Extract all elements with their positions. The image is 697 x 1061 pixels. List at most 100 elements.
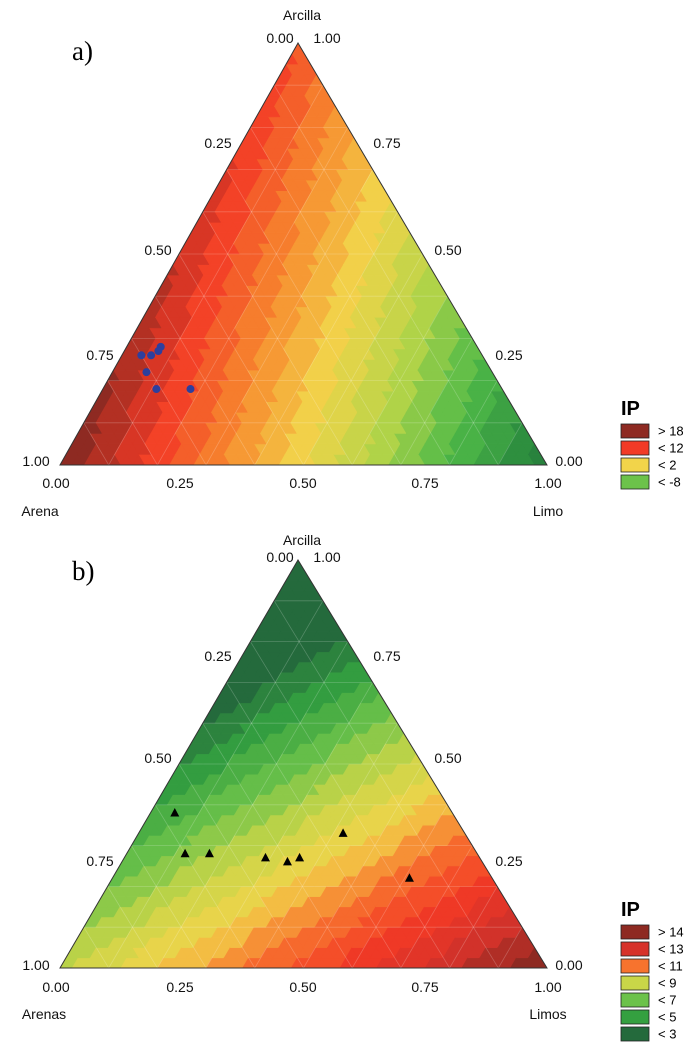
panel-b-bottom-tick: 0.00 — [42, 979, 69, 995]
panel-b-legend: IP > 14 < 13 < 11 < 9 < 7 < 5 < 3 — [620, 899, 684, 1042]
grid-line — [351, 296, 448, 465]
panel-b-legend-title: IP — [621, 899, 640, 921]
grid-line — [303, 763, 423, 968]
contour-cell — [291, 560, 305, 571]
panel-b-triangle-outline — [59, 559, 548, 969]
data-point — [170, 807, 180, 817]
legend-swatch — [620, 941, 650, 957]
grid-line — [202, 722, 353, 968]
panel-a-label: a) — [72, 36, 93, 66]
legend-label: < 9 — [658, 976, 676, 991]
legend-swatch — [620, 423, 650, 439]
data-point — [404, 873, 414, 882]
grid-line — [303, 253, 423, 465]
grid-line — [400, 845, 473, 968]
panel-a-right-tick: 0.00 — [555, 453, 582, 469]
panel-b-left-tick: 0.00 — [266, 549, 293, 565]
panel-a-right-axis-name: Limo — [533, 503, 564, 519]
grid-line — [108, 600, 324, 968]
grid-line — [273, 600, 499, 968]
grid-line — [108, 85, 324, 465]
panel-a-bottom-tick: 0.00 — [42, 475, 69, 491]
ternary-panel-b: b) Arcilla Arenas Limos 0.00 0.25 0.50 0… — [22, 532, 684, 1042]
grid-line — [449, 380, 498, 465]
data-point — [152, 385, 161, 394]
legend-label: < 7 — [658, 993, 676, 1008]
panel-a-triangle-outline — [59, 41, 548, 466]
legend-label: < -8 — [658, 475, 681, 490]
data-point — [180, 848, 190, 858]
data-point — [260, 852, 270, 862]
legend-swatch — [620, 975, 650, 991]
panel-a-bottom-tick: 0.25 — [166, 475, 193, 491]
panel-b-left-axis-name: Arenas — [22, 1006, 66, 1022]
grid-line — [131, 845, 207, 968]
legend-swatch — [620, 1009, 650, 1025]
grid-line — [83, 422, 110, 465]
legend-label: < 5 — [658, 1010, 676, 1025]
panel-b-bottom-tick: 1.00 — [534, 979, 561, 995]
panel-a-right-tick: 0.25 — [495, 347, 522, 363]
panel-a-bottom-tick: 1.00 — [534, 475, 561, 491]
grid-line — [178, 763, 304, 968]
data-point — [142, 368, 151, 377]
legend-swatch — [620, 474, 650, 490]
panel-b-label: b) — [72, 556, 95, 586]
panel-b-bottom-tick: 0.75 — [411, 979, 438, 995]
panel-a-left-tick: 0.75 — [86, 347, 113, 363]
legend-label: < 2 — [658, 458, 676, 473]
grid-line — [83, 926, 110, 968]
grid-line — [449, 886, 498, 968]
panel-b-right-tick: 0.25 — [495, 853, 522, 869]
legend-swatch — [620, 992, 650, 1008]
legend-label: > 14 — [658, 925, 684, 940]
grid-line — [202, 211, 353, 465]
panel-b-contour-fill — [60, 560, 547, 968]
data-point — [204, 848, 214, 858]
grid-line — [250, 127, 450, 465]
legend-label: < 12 — [658, 441, 684, 456]
panel-b-right-axis-name: Limos — [529, 1006, 566, 1022]
legend-label: < 11 — [658, 959, 683, 974]
grid-line — [400, 338, 473, 465]
legend-label: > 18 — [658, 424, 684, 439]
panel-a-left-tick: 0.50 — [144, 242, 171, 258]
panel-a-bottom-tick: 0.75 — [411, 475, 438, 491]
grid-line — [157, 127, 349, 465]
panel-a-left-tick: 1.00 — [22, 453, 49, 469]
panel-a-legend: IP > 18 < 12 < 2 < -8 — [620, 398, 684, 490]
panel-a-right-tick: 0.50 — [434, 242, 461, 258]
grid-line — [154, 804, 256, 968]
panel-a-points — [137, 342, 195, 394]
panel-b-bottom-tick: 0.25 — [166, 979, 193, 995]
panel-a-contour-fill — [60, 43, 547, 465]
grid-line — [226, 682, 402, 968]
panel-b-left-tick: 0.50 — [144, 750, 171, 766]
data-point — [338, 828, 348, 837]
panel-b-right-tick: 0.00 — [555, 957, 582, 973]
ternary-panel-a: a) Arcilla Arena Limo 0.00 0.25 0.50 0.7… — [21, 7, 683, 519]
panel-a-right-tick: 0.75 — [373, 135, 400, 151]
data-point — [137, 351, 146, 360]
legend-swatch — [620, 440, 650, 456]
grid-line — [497, 926, 523, 968]
grid-line — [107, 380, 158, 465]
panel-b-top-axis-name: Arcilla — [283, 532, 321, 548]
grid-line — [250, 641, 450, 968]
grid-line — [254, 211, 398, 465]
grid-line — [154, 295, 256, 465]
panel-b-right-tick: 1.00 — [313, 549, 340, 565]
legend-label: < 3 — [658, 1027, 676, 1042]
panel-a-right-tick: 1.00 — [313, 30, 340, 46]
panel-a-bottom-tick: 0.50 — [289, 475, 316, 491]
panel-b-points — [170, 807, 414, 882]
data-point — [186, 385, 195, 394]
panel-a-top-axis-name: Arcilla — [283, 7, 321, 23]
panel-b-left-tick: 1.00 — [22, 957, 49, 973]
panel-b-right-tick: 0.75 — [373, 648, 400, 664]
legend-swatch — [620, 1026, 650, 1042]
data-point — [295, 852, 305, 862]
panel-b-right-tick: 0.50 — [434, 750, 461, 766]
panel-a-left-tick: 0.25 — [204, 135, 231, 151]
